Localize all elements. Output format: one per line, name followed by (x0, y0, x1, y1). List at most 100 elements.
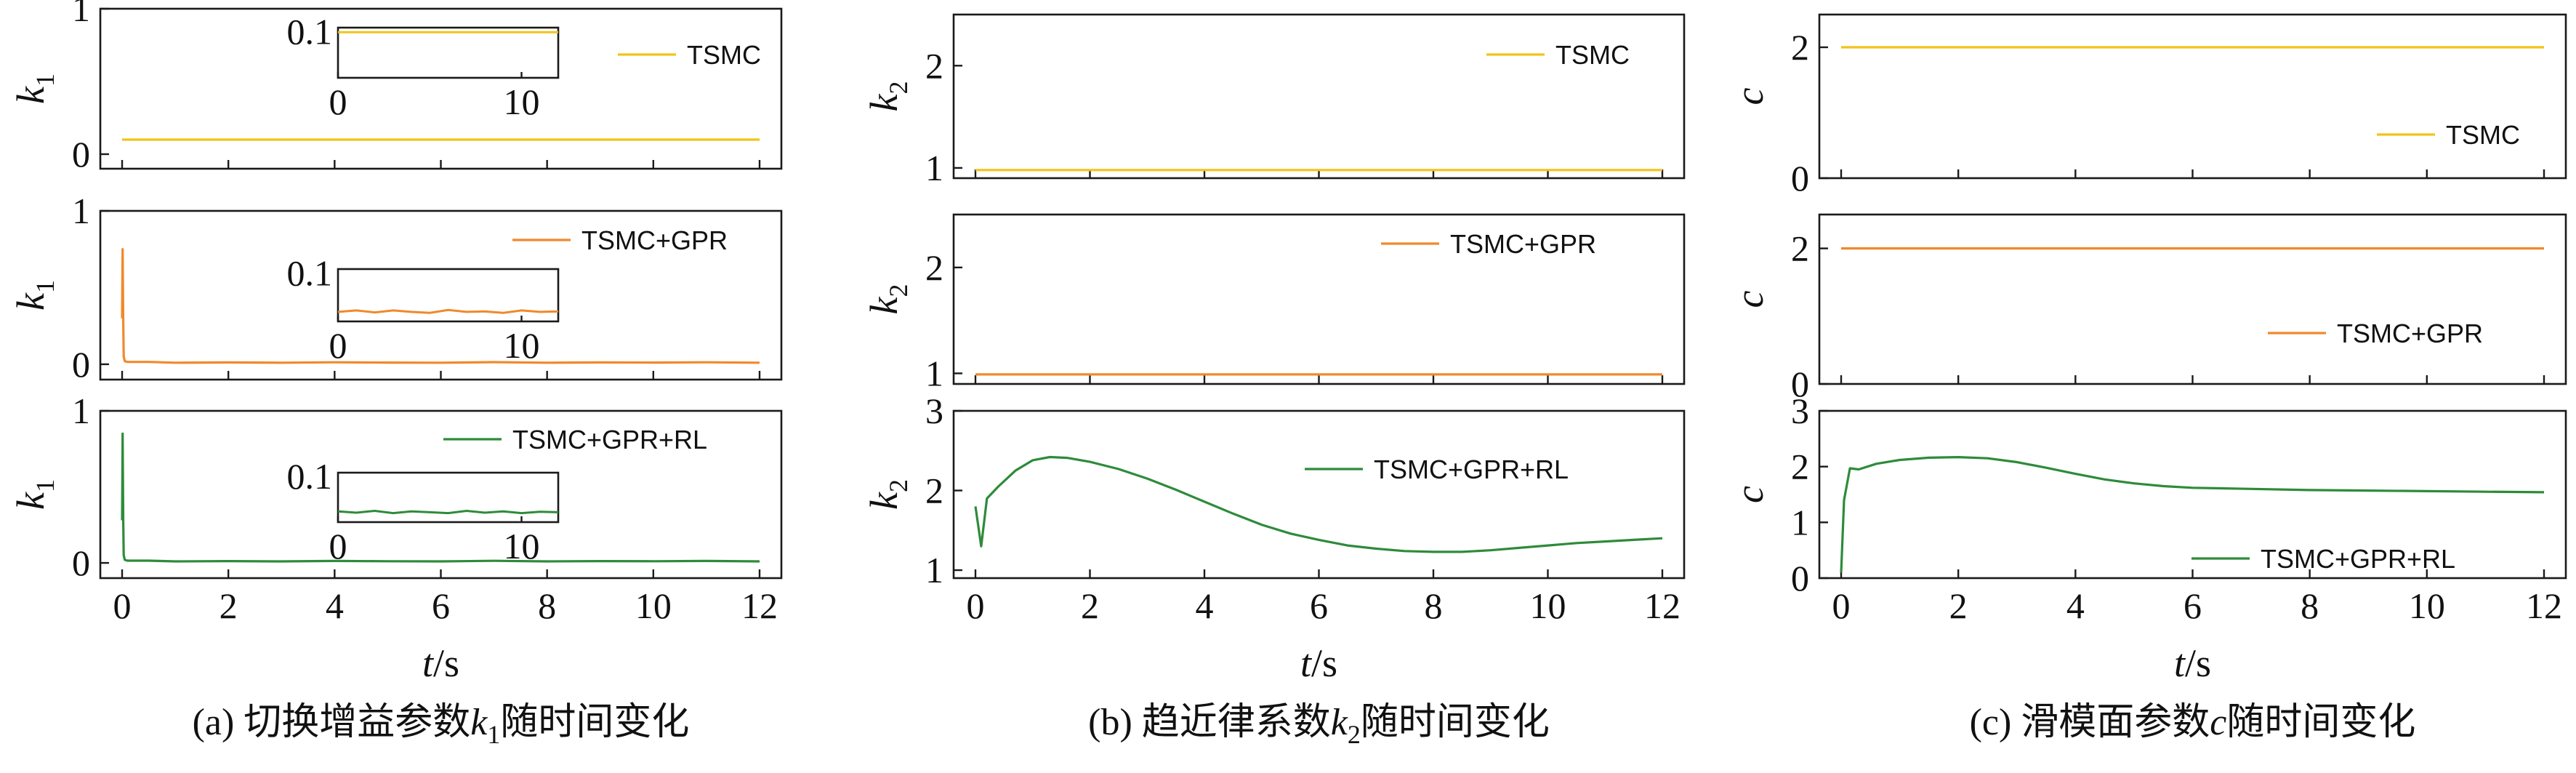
x-tick-label: 4 (326, 585, 344, 626)
legend-label: TSMC+GPR+RL (1374, 454, 1569, 484)
panel-1-0: 1 2 k2 TSMC (862, 13, 1686, 188)
inset-x-tick-label: 10 (504, 526, 540, 566)
y-tick-label: 1 (72, 390, 90, 431)
inset-frame (337, 26, 560, 79)
series-line-TSMC+GPR (121, 248, 760, 364)
y-axis-label: c (1728, 290, 1771, 308)
x-tick-label: 10 (2409, 585, 2445, 626)
x-tick-label: 0 (1832, 585, 1851, 626)
panel-1-1: 1 2 k2 TSMC+GPR (862, 213, 1686, 393)
inset-panel: 0.1 0 10 (287, 456, 560, 566)
x-tick-label: 0 (113, 585, 132, 626)
y-tick-label: 1 (925, 550, 943, 590)
x-axis-label: t/s (1300, 641, 1337, 685)
x-tick-label: 4 (1196, 585, 1214, 626)
y-tick-label: 1 (72, 191, 90, 231)
y-tick-label: 2 (925, 45, 943, 86)
y-tick-label: 1 (1791, 502, 1809, 542)
y-axis-label: k2 (862, 81, 913, 112)
x-tick-label: 6 (1310, 585, 1328, 626)
x-tick-label: 4 (2066, 585, 2085, 626)
legend-label: TSMC (687, 40, 761, 70)
x-tick-label: 6 (432, 585, 450, 626)
x-tick-label: 8 (1425, 585, 1443, 626)
y-tick-label: 0 (72, 134, 90, 175)
x-tick-label: 6 (2183, 585, 2202, 626)
legend-label: TSMC+GPR+RL (512, 425, 707, 454)
y-tick-label: 2 (925, 247, 943, 288)
inset-x-tick-label: 0 (329, 325, 347, 366)
inset-frame (337, 471, 560, 524)
inset-panel: 0.1 0 10 (287, 253, 560, 366)
x-tick-label: 12 (1644, 585, 1681, 626)
inset-series-line (337, 509, 559, 515)
panel-2-0: 0 2 c TSMC (1728, 13, 2567, 199)
x-tick-label: 0 (967, 585, 985, 626)
figure-caption: (b) 趋近律系数k2随时间变化 (1088, 702, 1550, 749)
legend-label: TSMC (2446, 120, 2520, 150)
y-tick-label: 2 (1791, 446, 1809, 487)
legend-label: TSMC+GPR (2337, 319, 2483, 348)
figure-caption: (c) 滑模面参数c随时间变化 (1970, 702, 2416, 743)
y-axis-label: k2 (862, 479, 913, 510)
x-axis-label: t/s (2174, 641, 2211, 685)
x-axis-label: t/s (422, 641, 459, 685)
y-axis-label: k1 (9, 280, 60, 311)
y-tick-label: 3 (1791, 390, 1809, 431)
inset-x-tick-label: 0 (329, 526, 347, 566)
x-tick-label: 2 (1949, 585, 1968, 626)
axes-frame (1818, 213, 2567, 385)
y-axis-label: c (1728, 87, 1771, 105)
inset-y-tick-label: 0.1 (287, 253, 333, 294)
series-line-TSMC+GPR+RL (121, 432, 760, 563)
axes-frame (1818, 13, 2567, 180)
legend-label: TSMC (1555, 40, 1630, 70)
y-axis-label: c (1728, 486, 1771, 503)
panel-2-1: 0 2 c TSMC+GPR (1728, 213, 2567, 404)
x-tick-label: 10 (1530, 585, 1566, 626)
inset-y-tick-label: 0.1 (287, 11, 333, 52)
inset-series-line (337, 308, 559, 314)
y-tick-label: 0 (1791, 364, 1809, 404)
y-tick-label: 2 (1791, 27, 1809, 68)
inset-panel: 0.1 0 10 (287, 11, 560, 122)
axes-frame (952, 13, 1686, 180)
x-tick-label: 2 (1081, 585, 1099, 626)
inset-x-tick-label: 10 (504, 325, 540, 366)
y-tick-label: 0 (1791, 558, 1809, 598)
inset-y-tick-label: 0.1 (287, 456, 333, 497)
y-tick-label: 3 (925, 390, 943, 431)
legend-label: TSMC+GPR (1450, 229, 1596, 259)
y-tick-label: 0 (72, 344, 90, 385)
y-tick-label: 2 (925, 470, 943, 511)
y-tick-label: 2 (1791, 228, 1809, 269)
y-axis-label: k1 (9, 73, 60, 104)
y-tick-label: 0 (72, 542, 90, 583)
axes-frame (952, 409, 1686, 580)
y-tick-label: 1 (72, 0, 90, 29)
y-axis-label: k1 (9, 479, 60, 510)
series-line-TSMC+GPR+RL (1840, 455, 2545, 573)
x-tick-label: 12 (2526, 585, 2562, 626)
inset-frame (337, 268, 560, 323)
x-tick-label: 10 (635, 585, 672, 626)
inset-x-tick-label: 10 (504, 81, 540, 122)
y-tick-label: 0 (1791, 158, 1809, 199)
x-tick-label: 12 (741, 585, 778, 626)
y-tick-label: 1 (925, 353, 943, 393)
inset-x-tick-label: 0 (329, 81, 347, 122)
x-tick-label: 8 (538, 585, 556, 626)
legend-label: TSMC+GPR+RL (2261, 544, 2455, 574)
x-tick-label: 8 (2301, 585, 2319, 626)
y-tick-label: 1 (925, 148, 943, 188)
panel-0-0: 0 1 k1 TSMC 0.1 0 10 (9, 0, 783, 175)
x-tick-label: 2 (220, 585, 238, 626)
figure-caption: (a) 切换增益参数k1随时间变化 (193, 702, 690, 749)
legend-label: TSMC+GPR (581, 225, 728, 255)
panel-0-1: 0 1 k1 TSMC+GPR 0.1 0 10 (9, 191, 783, 385)
series-line-TSMC+GPR+RL (974, 455, 1663, 553)
